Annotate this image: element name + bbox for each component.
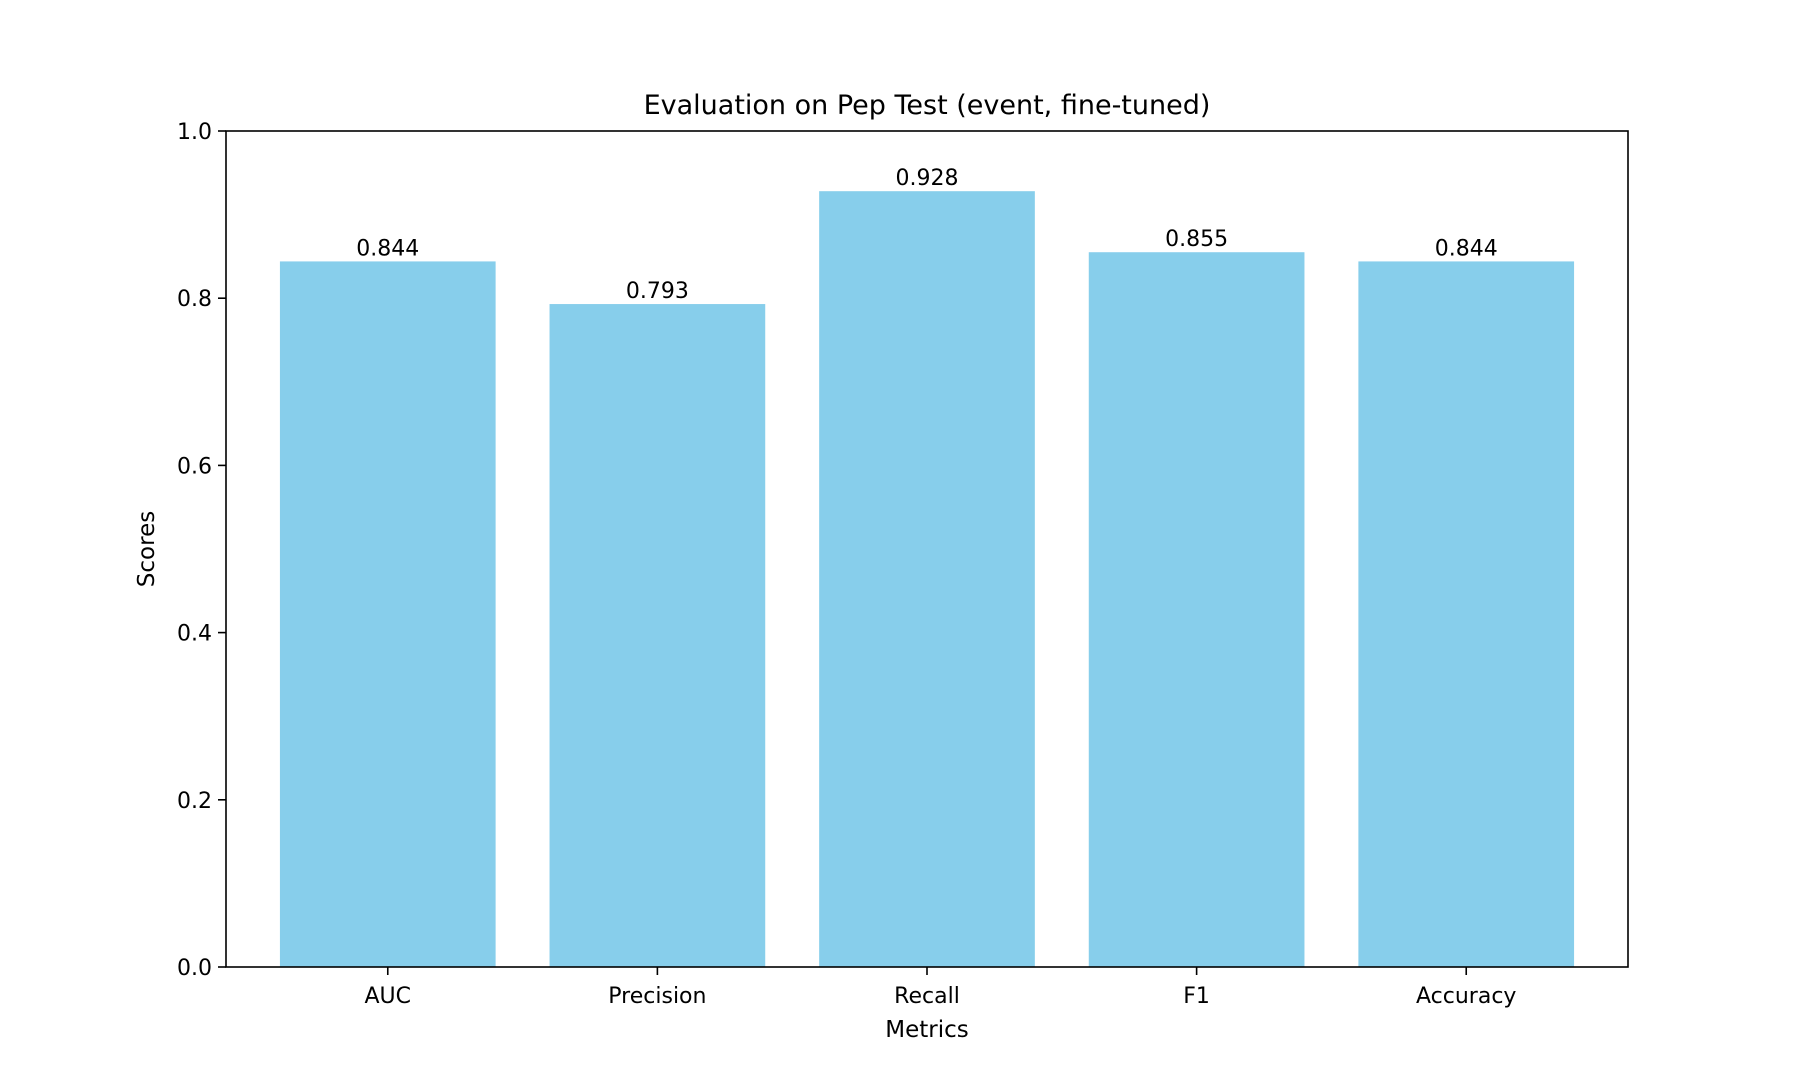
y-tick-label: 0.4	[177, 622, 212, 647]
value-label-precision: 0.793	[626, 279, 689, 304]
y-tick-label: 0.2	[177, 789, 212, 814]
x-tick-label-precision: Precision	[608, 984, 706, 1009]
value-labels-layer: 0.844 0.793 0.928 0.855 0.844	[356, 166, 1497, 304]
bar-auc	[279, 261, 496, 967]
y-tick-label: 0.6	[177, 454, 212, 479]
value-label-auc: 0.844	[356, 236, 419, 261]
plot-frame	[225, 130, 1629, 968]
chart-title: Evaluation on Pep Test (event, fine-tune…	[644, 90, 1211, 121]
bar-f1	[1088, 252, 1305, 968]
y-tick-label: 0.0	[177, 956, 212, 981]
bars-layer	[279, 191, 1575, 968]
y-tick-label: 0.8	[177, 287, 212, 312]
value-label-accuracy: 0.844	[1435, 236, 1498, 261]
value-label-recall: 0.928	[896, 166, 959, 191]
x-axis: AUC Precision Recall F1 Accuracy	[365, 967, 1516, 1009]
y-tick-label: 1.0	[177, 120, 212, 145]
value-label-f1: 0.855	[1165, 227, 1228, 252]
y-axis-label: Scores	[134, 511, 160, 587]
x-tick-label-auc: AUC	[365, 984, 412, 1009]
bar-accuracy	[1358, 261, 1575, 967]
y-axis: 0.0 0.2 0.4 0.6 0.8 1.0	[177, 120, 226, 981]
x-tick-label-f1: F1	[1183, 984, 1210, 1009]
bar-precision	[549, 304, 766, 967]
x-tick-label-recall: Recall	[894, 984, 960, 1009]
x-tick-label-accuracy: Accuracy	[1416, 984, 1516, 1009]
bar-recall	[819, 191, 1035, 967]
x-axis-label: Metrics	[885, 1017, 969, 1043]
